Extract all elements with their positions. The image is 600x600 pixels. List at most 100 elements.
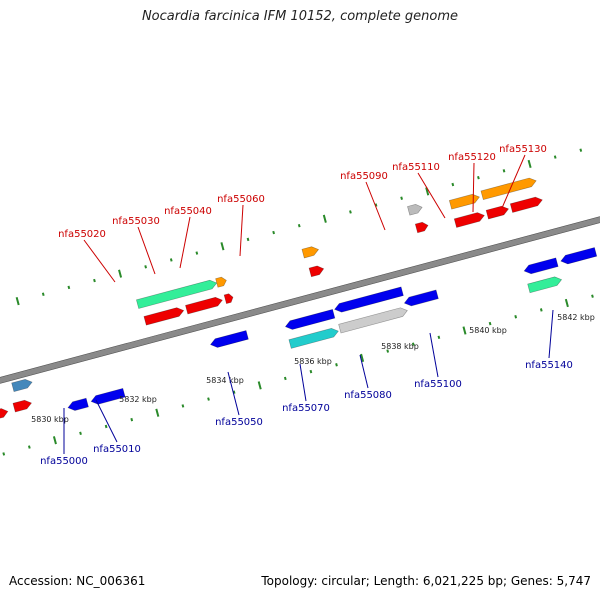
gene-label-bottom: nfa55050 [215, 417, 263, 428]
gene-label-top: nfa55020 [58, 229, 106, 240]
tick-mark-top [195, 251, 199, 255]
gene-arrow [223, 293, 234, 305]
tick-mark-top [118, 269, 123, 278]
scale-label: 5832 kbp [119, 395, 157, 404]
gene-arrow [143, 307, 185, 326]
gene-arrow [407, 204, 423, 216]
gene-leader-line [137, 226, 156, 275]
tick-mark-top [579, 148, 583, 152]
gene-arrow [414, 221, 429, 234]
tick-mark-bottom [514, 315, 518, 319]
tick-mark-bottom [130, 417, 134, 422]
scale-label: 5830 kbp [31, 415, 69, 424]
gene-arrow [523, 257, 559, 275]
tick-mark-top [41, 292, 45, 296]
tick-mark-bottom [564, 298, 569, 308]
genome-backbone [0, 193, 600, 407]
gene-arrow [136, 279, 218, 309]
tick-mark-top [272, 230, 275, 235]
genome-summary-label: Topology: circular; Length: 6,021,225 bp… [261, 574, 591, 588]
gene-arrow [338, 307, 408, 334]
tick-mark-bottom [335, 363, 338, 367]
scale-label: 5834 kbp [206, 376, 244, 385]
tick-mark-bottom [309, 369, 313, 374]
tick-mark-bottom [437, 335, 441, 340]
tick-mark-bottom [283, 376, 287, 381]
tick-mark-top [67, 285, 71, 290]
tick-mark-bottom [411, 342, 415, 346]
gene-arrow [509, 196, 543, 213]
gene-leader-line [417, 172, 446, 219]
gene-label-bottom: nfa55070 [282, 403, 330, 414]
gene-arrow [448, 193, 480, 210]
gene-label-top: nfa55030 [112, 216, 160, 227]
gene-label-bottom: nfa55010 [93, 444, 141, 455]
scale-label: 5836 kbp [294, 357, 332, 366]
gene-label-top: nfa55040 [164, 206, 212, 217]
gene-leader-line [548, 309, 554, 359]
gene-leader-line [365, 181, 386, 231]
tick-mark-bottom [27, 445, 31, 449]
tick-mark-bottom [539, 308, 543, 312]
gene-arrow [308, 265, 325, 278]
accession-label: Accession: NC_006361 [9, 574, 146, 588]
tick-mark-top [425, 187, 430, 196]
gene-label-top: nfa55120 [448, 152, 496, 163]
scale-label: 5842 kbp [557, 313, 595, 322]
tick-mark-top [451, 182, 455, 187]
tick-mark-top [349, 210, 352, 214]
gene-label-top: nfa55110 [392, 162, 440, 173]
gene-label-bottom: nfa55080 [344, 390, 392, 401]
gene-arrow [480, 177, 537, 201]
tick-mark-top [15, 296, 20, 306]
tick-mark-top [527, 159, 532, 169]
gene-leader-line [501, 154, 526, 209]
tick-mark-bottom [104, 424, 108, 429]
tick-mark-bottom [181, 404, 185, 408]
gene-arrow [527, 276, 563, 294]
tick-mark-bottom [257, 381, 262, 390]
gene-arrow [453, 212, 485, 228]
gene-arrow [12, 399, 32, 413]
gene-leader-line [239, 204, 244, 257]
scale-label: 5838 kbp [381, 342, 419, 351]
gene-label-bottom: nfa55140 [525, 360, 573, 371]
tick-mark-top [322, 214, 327, 223]
tick-mark-top [553, 155, 557, 159]
gene-label-bottom: nfa55000 [40, 456, 88, 467]
tick-mark-top [220, 242, 225, 251]
gene-arrow [334, 286, 404, 313]
tick-mark-bottom [2, 452, 6, 456]
gene-arrow [67, 397, 89, 411]
gene-label-top: nfa55060 [217, 194, 265, 205]
tick-mark-bottom [462, 326, 467, 335]
tick-mark-bottom [488, 321, 492, 326]
gene-arrow [403, 289, 439, 307]
tick-mark-bottom [360, 353, 365, 363]
gene-leader-line [299, 363, 307, 402]
gene-leader-line [472, 162, 475, 213]
tick-mark-top [400, 196, 403, 200]
gene-leader-line [179, 216, 191, 269]
tick-mark-top [144, 265, 148, 269]
genome-title: Nocardia farcinica IFM 10152, complete g… [141, 9, 459, 24]
gene-leader-line [227, 371, 240, 416]
gene-arrow [215, 276, 227, 288]
gene-arrow [485, 205, 510, 220]
gene-leader-line [83, 239, 116, 283]
gene-arrow [90, 387, 126, 405]
gene-arrow [284, 309, 336, 330]
tick-mark-bottom [207, 397, 210, 401]
tick-mark-bottom [386, 349, 390, 353]
tick-mark-bottom [79, 431, 82, 436]
gene-leader-line [429, 332, 439, 378]
scale-label: 5840 kbp [469, 326, 507, 335]
gene-arrow [288, 328, 339, 349]
tick-mark-top [246, 237, 250, 242]
tick-mark-top [93, 278, 96, 283]
tick-mark-top [477, 175, 480, 180]
tick-mark-bottom [52, 436, 57, 445]
tick-mark-bottom [591, 294, 594, 298]
gene-leader-line [95, 399, 118, 443]
